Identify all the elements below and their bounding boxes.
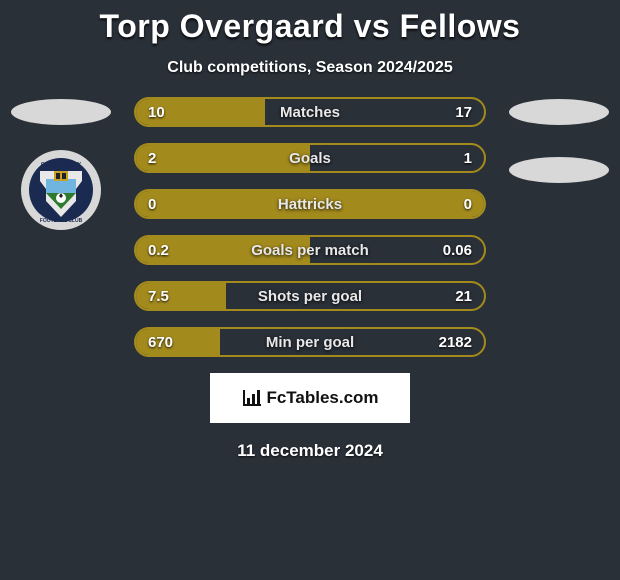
left-player-column: COVENTRY CITY FOOTBALL CLUB xyxy=(6,97,116,231)
stat-row: 21Goals xyxy=(134,143,486,173)
player-photo-placeholder-left xyxy=(11,99,111,125)
player-photo-placeholder-right-1 xyxy=(509,99,609,125)
comparison-body: COVENTRY CITY FOOTBALL CLUB 1017Matches 2… xyxy=(0,97,620,461)
stat-label: Hattricks xyxy=(136,191,484,217)
stat-label: Matches xyxy=(136,99,484,125)
stat-row: 00Hattricks xyxy=(134,189,486,219)
page-title: Torp Overgaard vs Fellows xyxy=(0,0,620,45)
stat-label: Shots per goal xyxy=(136,283,484,309)
stat-row: 6702182Min per goal xyxy=(134,327,486,357)
stat-row: 1017Matches xyxy=(134,97,486,127)
watermark: FcTables.com xyxy=(210,373,410,423)
stat-label: Goals per match xyxy=(136,237,484,263)
subtitle: Club competitions, Season 2024/2025 xyxy=(0,59,620,77)
chart-icon xyxy=(241,388,263,408)
stat-label: Goals xyxy=(136,145,484,171)
date: 11 december 2024 xyxy=(0,441,620,461)
svg-text:COVENTRY CITY: COVENTRY CITY xyxy=(41,162,82,168)
right-player-column xyxy=(504,97,614,183)
stat-bars: 1017Matches 21Goals 00Hattricks 0.20.06Goal… xyxy=(134,97,486,357)
watermark-text: FcTables.com xyxy=(266,388,378,408)
stat-row: 0.20.06Goals per match xyxy=(134,235,486,265)
club-crest-left: COVENTRY CITY FOOTBALL CLUB xyxy=(20,149,102,231)
stat-label: Min per goal xyxy=(136,329,484,355)
stat-row: 7.521Shots per goal xyxy=(134,281,486,311)
player-photo-placeholder-right-2 xyxy=(509,157,609,183)
svg-text:FOOTBALL CLUB: FOOTBALL CLUB xyxy=(40,218,83,224)
